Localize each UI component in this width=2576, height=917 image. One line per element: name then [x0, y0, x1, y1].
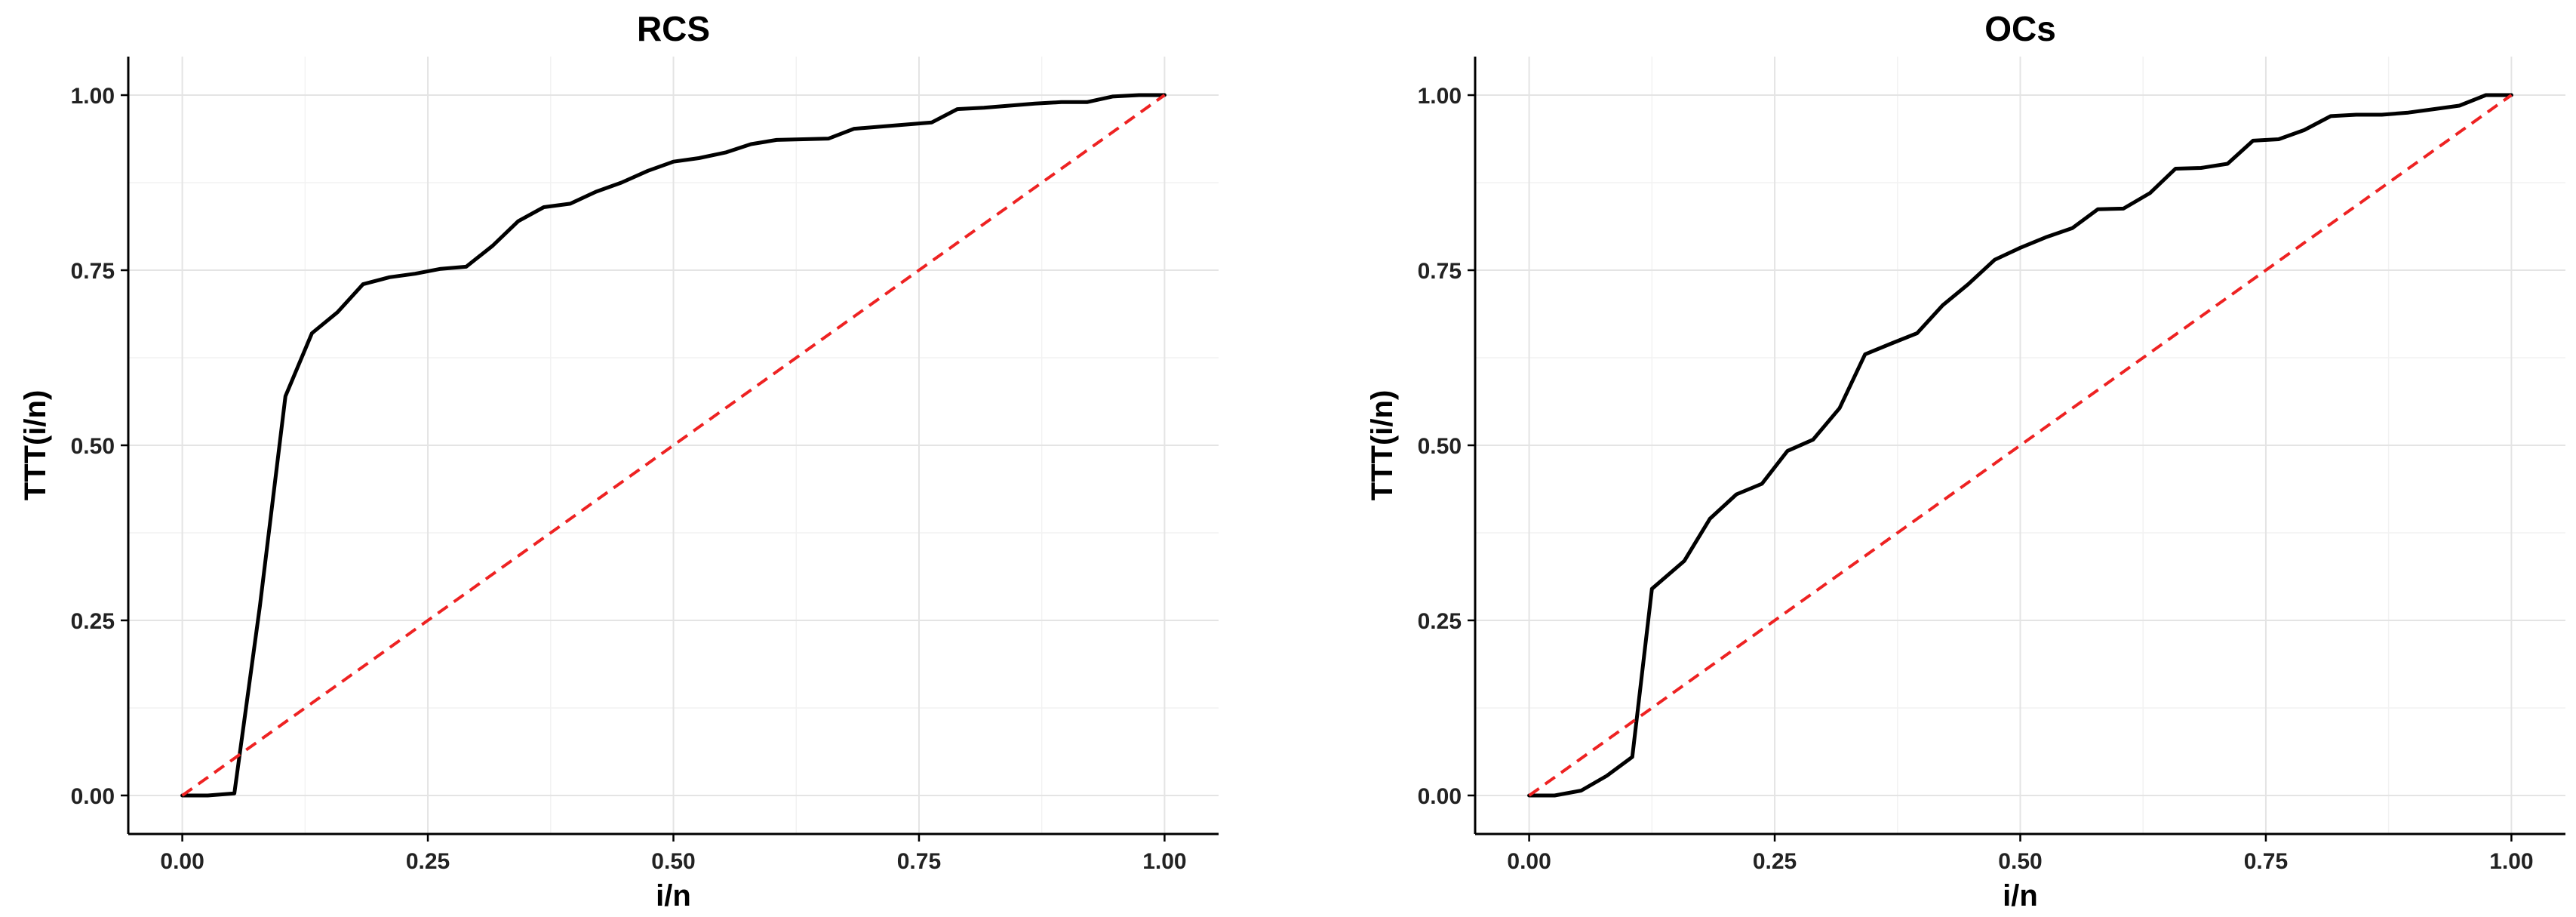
y-tick-label: 0.00	[1418, 784, 1462, 809]
y-tick-label: 0.50	[1418, 434, 1462, 459]
x-tick-label: 0.50	[651, 849, 695, 874]
y-axis-label: TTT(i/n)	[1366, 390, 1399, 501]
ttt-curve	[180, 93, 1167, 798]
y-tick-label: 1.00	[1418, 84, 1462, 109]
y-tick-label: 0.75	[71, 259, 115, 284]
x-tick-label: 0.75	[2244, 849, 2288, 874]
x-axis-label: i/n	[656, 879, 691, 912]
reference-diagonal-line	[1528, 94, 2513, 797]
x-tick-label: 0.50	[1998, 849, 2042, 874]
x-tick-label: 0.25	[406, 849, 450, 874]
x-tick-label: 0.25	[1753, 849, 1797, 874]
x-axis-label: i/n	[2003, 879, 2038, 912]
chart-title: RCS	[637, 9, 710, 48]
x-tick-label: 0.00	[160, 849, 204, 874]
y-axis-label: TTT(i/n)	[19, 390, 52, 501]
y-tick-label: 1.00	[71, 84, 115, 109]
reference-diagonal-line	[181, 94, 1166, 797]
y-tick-label: 0.00	[71, 784, 115, 809]
chart-title: OCs	[1984, 9, 2056, 48]
ttt-curve	[1527, 93, 2513, 798]
y-tick-label: 0.25	[71, 609, 115, 634]
y-tick-label: 0.50	[71, 434, 115, 459]
chart-panel-1: 0.00 0.25 0.50 0.75 1.00 0.00 0.25 0.50 0.75 1.00…	[19, 9, 1219, 912]
y-tick-label: 0.75	[1418, 259, 1462, 284]
chart-panel-2: 0.00 0.25 0.50 0.75 1.00 0.00 0.25 0.50 0.75 1.00…	[1366, 9, 2565, 912]
x-tick-label: 1.00	[1142, 849, 1186, 874]
x-tick-label: 0.75	[897, 849, 941, 874]
x-tick-label: 1.00	[2489, 849, 2533, 874]
y-tick-label: 0.25	[1418, 609, 1462, 634]
x-tick-label: 0.00	[1507, 849, 1551, 874]
